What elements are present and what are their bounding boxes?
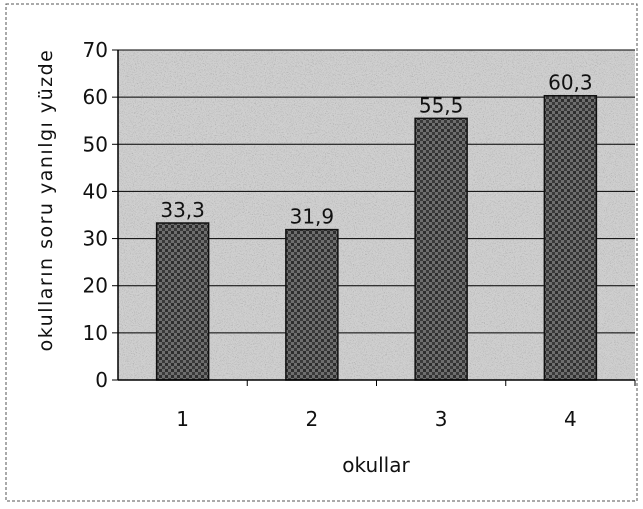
y-tick-label: 70 bbox=[83, 38, 108, 62]
y-tick-label: 30 bbox=[83, 227, 108, 251]
y-tick-label: 10 bbox=[83, 321, 108, 345]
y-tick-label: 50 bbox=[83, 132, 108, 156]
data-label: 31,9 bbox=[290, 205, 335, 229]
x-tick-label: 3 bbox=[435, 407, 448, 431]
y-tick-label: 60 bbox=[83, 85, 108, 109]
y-axis-label: okulların soru yanılgı yüzde bbox=[35, 49, 57, 352]
data-label: 33,3 bbox=[160, 198, 205, 222]
axes: 0 10 20 30 40 50 60 70 1 2 3 4 bbox=[83, 38, 636, 431]
bars bbox=[155, 94, 598, 381]
data-label: 60,3 bbox=[548, 71, 593, 95]
data-labels: 33,3 31,9 55,5 60,3 bbox=[160, 71, 592, 229]
x-tick-label: 4 bbox=[564, 407, 577, 431]
y-tick-label: 40 bbox=[83, 179, 108, 203]
x-axis-label: okullar bbox=[342, 453, 410, 477]
y-tick-label: 0 bbox=[95, 368, 108, 392]
bar-1 bbox=[155, 222, 210, 381]
y-tick-label: 20 bbox=[83, 274, 108, 298]
bar-2 bbox=[285, 228, 339, 381]
x-tick-label: 2 bbox=[306, 407, 319, 431]
chart-frame bbox=[5, 3, 638, 502]
bar-4 bbox=[543, 94, 598, 381]
data-label: 55,5 bbox=[419, 93, 464, 117]
bar-3 bbox=[414, 117, 468, 381]
x-tick-label: 1 bbox=[176, 407, 189, 431]
